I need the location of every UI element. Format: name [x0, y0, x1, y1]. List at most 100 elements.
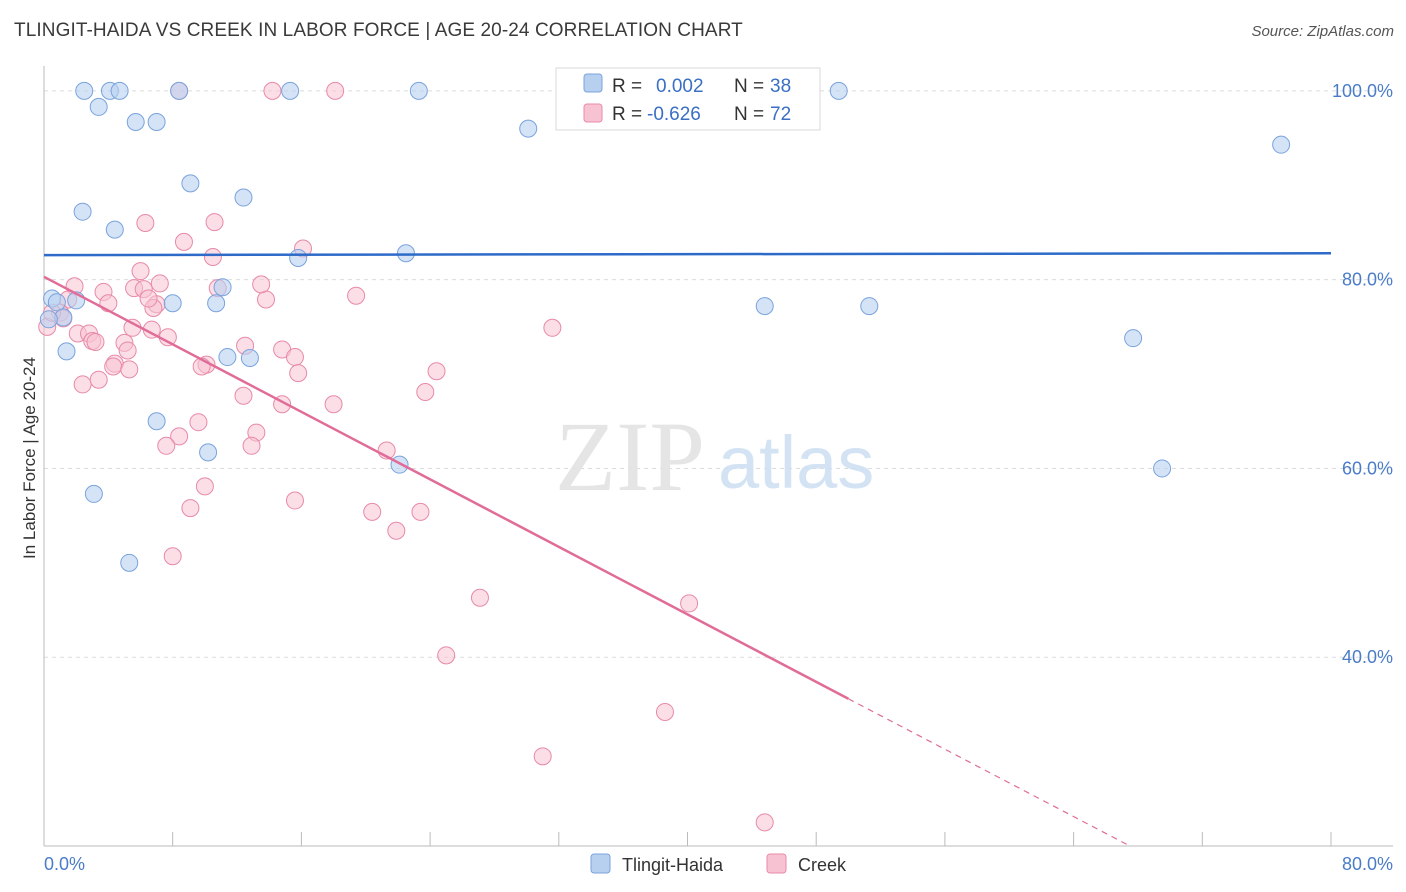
creek-point: [131, 262, 150, 281]
chart-source: Source: ZipAtlas.com: [1251, 23, 1394, 40]
legend-swatch-creek: [583, 103, 603, 123]
watermark-atlas: atlas: [718, 421, 874, 504]
x-tick-label-max: 80.0%: [1342, 854, 1393, 874]
tlingit-haida-point: [829, 81, 848, 100]
tlingit-haida-point: [89, 97, 108, 116]
creek-point: [363, 502, 382, 521]
creek-point: [411, 502, 430, 521]
creek-point: [285, 491, 304, 510]
x-tick-label-min: 0.0%: [44, 854, 85, 874]
y-tick-labels: 40.0% 60.0% 80.0% 100.0%: [1332, 81, 1393, 667]
tlingit-haida-point: [207, 294, 226, 313]
tlingit-haida-points: [39, 81, 1291, 572]
tlingit-haida-point: [199, 443, 218, 462]
creek-point: [136, 214, 155, 233]
legend-r-label-2: R =: [612, 104, 642, 125]
tlingit-haida-point: [240, 349, 259, 368]
tlingit-haida-point: [289, 248, 308, 267]
creek-point: [427, 362, 446, 381]
creek-point: [120, 360, 139, 379]
y-tick-label: 60.0%: [1342, 458, 1393, 478]
creek-point: [181, 499, 200, 518]
trend-lines: [43, 251, 1332, 847]
tlingit-haida-point: [218, 348, 237, 367]
legend-label-tlingit-haida: Tlingit-Haida: [622, 855, 724, 875]
creek-point: [533, 747, 552, 766]
legend-r-value-1: 0.002: [656, 76, 704, 97]
creek-point: [755, 813, 774, 832]
tlingit-haida-point: [170, 81, 189, 100]
creek-point: [680, 594, 699, 613]
axes: [43, 66, 1393, 847]
creek-point: [416, 382, 435, 401]
tlingit-haida-point: [281, 81, 300, 100]
creek-point: [195, 477, 214, 496]
creek-trend-extension: [848, 698, 1131, 847]
y-tick-label: 100.0%: [1332, 81, 1393, 101]
y-tick-label: 40.0%: [1342, 647, 1393, 667]
x-tick-labels: 0.0% 80.0%: [44, 854, 1393, 874]
creek-point: [203, 248, 222, 267]
tlingit-haida-point: [1124, 329, 1143, 348]
legend-r-value-2: -0.626: [647, 104, 701, 125]
tlingit-haida-point: [57, 342, 76, 361]
tlingit-haida-point: [409, 81, 428, 100]
creek-point: [289, 364, 308, 383]
creek-point: [118, 341, 137, 360]
chart-title: TLINGIT-HAIDA VS CREEK IN LABOR FORCE | …: [14, 20, 743, 41]
creek-point: [104, 357, 123, 376]
creek-trend-line: [43, 275, 849, 700]
legend-n-label-1: N =: [734, 76, 764, 97]
creek-point: [89, 370, 108, 389]
legend-swatch-bottom-tlingit-haida: [590, 853, 611, 874]
creek-point: [242, 436, 261, 455]
creek-point: [189, 413, 208, 432]
legend-label-creek: Creek: [798, 855, 847, 875]
creek-point: [387, 521, 406, 540]
tlingit-haida-point: [860, 297, 879, 316]
tlingit-haida-point: [120, 553, 139, 572]
legend-r-label-1: R =: [612, 76, 642, 97]
creek-point: [234, 386, 253, 405]
legend-n-value-2: 72: [770, 104, 791, 125]
tlingit-haida-point: [396, 244, 415, 263]
tlingit-haida-point: [110, 81, 129, 100]
tlingit-haida-point: [234, 188, 253, 207]
tlingit-haida-trend-line: [43, 251, 1332, 257]
tlingit-haida-point: [126, 113, 145, 132]
legend-swatch-tlingit-haida: [583, 73, 603, 93]
tlingit-haida-point: [105, 220, 124, 239]
tlingit-haida-point: [181, 174, 200, 193]
creek-point: [252, 275, 271, 294]
y-tick-label: 80.0%: [1342, 270, 1393, 290]
creek-point: [205, 213, 224, 232]
series-legend: Tlingit-Haida Creek: [590, 853, 847, 875]
gridlines: [44, 90, 1381, 658]
creek-point: [163, 547, 182, 566]
creek-point: [285, 348, 304, 367]
tlingit-haida-point: [147, 412, 166, 431]
creek-point: [655, 702, 674, 721]
creek-point: [174, 232, 193, 251]
creek-point: [437, 646, 456, 665]
tlingit-haida-point: [755, 297, 774, 316]
legend-n-label-2: N =: [734, 104, 764, 125]
tlingit-haida-point: [1272, 135, 1291, 154]
creek-point: [257, 290, 276, 309]
watermark-zip: ZIP: [555, 401, 705, 512]
creek-point: [326, 81, 345, 100]
creek-point: [543, 318, 562, 337]
tlingit-haida-point: [75, 81, 94, 100]
creek-point: [324, 395, 343, 414]
tlingit-haida-point: [39, 310, 58, 329]
creek-point: [139, 289, 158, 308]
creek-point: [170, 427, 189, 446]
legend-n-value-1: 38: [770, 76, 791, 97]
creek-point: [86, 332, 105, 351]
tlingit-haida-point: [163, 294, 182, 313]
creek-point: [73, 375, 92, 394]
creek-point: [263, 81, 282, 100]
tlingit-haida-point: [213, 278, 232, 297]
tlingit-haida-point: [1153, 459, 1172, 478]
